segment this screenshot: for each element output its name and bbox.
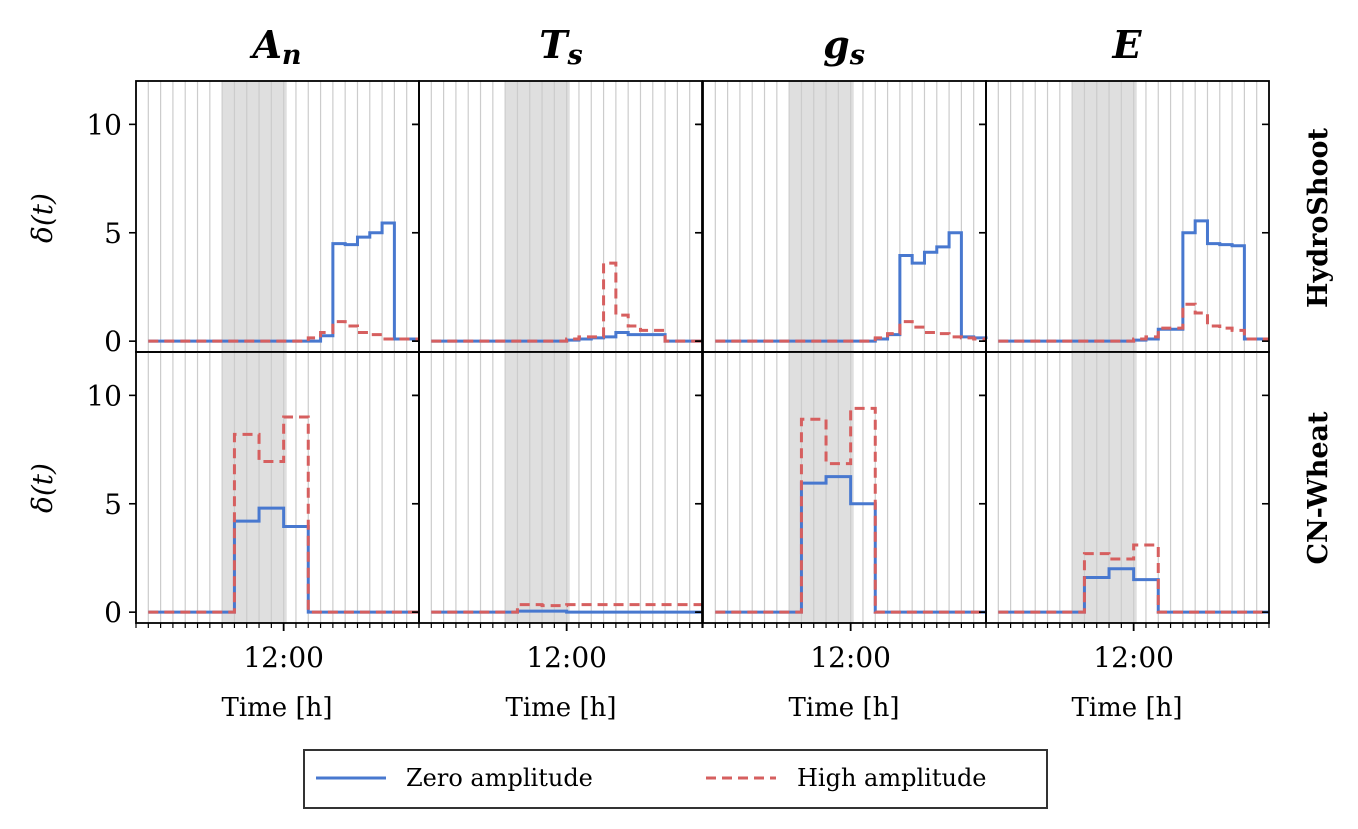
legend: Zero amplitude High amplitude: [303, 749, 1048, 809]
y-axis-label-top: δ(t): [26, 193, 59, 243]
panel-2-4: 12:00: [979, 351, 1270, 674]
y-tick-label: 10: [86, 108, 122, 141]
panels-layer: 0 5 10 0 5 10 12:00 12:00 12:00 12:00: [86, 80, 1270, 674]
panel-2-2-shaded-region: [505, 352, 570, 623]
column-title-ts-main: T: [539, 22, 570, 67]
panel-1-2-high-amplitude-line: [431, 261, 702, 343]
y-tick-label: 5: [104, 488, 122, 521]
column-title-e-main: E: [1112, 22, 1143, 67]
panel-2-2-high-amplitude-line: [431, 603, 704, 614]
titles-layer: An Ts gs E HydroShoot CN-Wheat δ(t) δ(t)…: [26, 22, 1334, 723]
row-label-hydroshoot: HydroShoot: [1303, 128, 1334, 308]
panel-1-3: [696, 80, 988, 353]
x-axis-label-col2: Time [h]: [506, 693, 617, 723]
row-label-cnwheat: CN-Wheat: [1303, 411, 1334, 565]
column-title-ts-sub: s: [567, 40, 583, 71]
y-tick-label: 0: [104, 596, 122, 629]
panel-1-3-high-amplitude-line: [715, 320, 986, 343]
panel-1-3-shaded-region: [789, 81, 854, 352]
x-tick-label: 12:00: [243, 641, 324, 674]
x-axis-label-col3: Time [h]: [789, 693, 900, 723]
column-title-gs-sub: s: [849, 40, 865, 71]
panel-1-1-high-amplitude-line: [148, 320, 419, 343]
y-axis-label-bottom: δ(t): [26, 463, 59, 513]
panel-1-4: [979, 80, 1270, 353]
column-title-e: E: [1112, 22, 1143, 67]
panel-2-2: 12:00: [412, 351, 704, 674]
column-title-an-main: A: [249, 22, 281, 67]
panel-2-3-high-amplitude-line: [715, 406, 986, 614]
legend-high-label: High amplitude: [797, 764, 987, 792]
x-tick-label: 12:00: [526, 641, 607, 674]
legend-zero-label: Zero amplitude: [406, 764, 593, 792]
panel-2-1-shaded-region: [222, 352, 287, 623]
panel-2-2-frame: [418, 351, 703, 624]
panel-2-3: 12:00: [696, 351, 987, 674]
panel-1-1-shaded-region: [222, 81, 287, 352]
panel-1-1: 0 5 10: [86, 80, 420, 358]
panel-1-1-zero-amplitude-line: [148, 221, 419, 343]
column-title-gs-main: g: [823, 22, 850, 67]
x-axis-label-col4: Time [h]: [1072, 693, 1183, 723]
panel-2-1: 0 5 10 12:00: [86, 351, 420, 674]
column-title-ts: Ts: [539, 22, 582, 71]
panel-2-1-high-amplitude-line: [148, 415, 419, 614]
column-title-gs: gs: [823, 22, 865, 71]
panel-2-4-frame: [985, 351, 1270, 624]
y-tick-label: 5: [104, 217, 122, 250]
x-axis-label-col1: Time [h]: [222, 693, 333, 723]
y-tick-label: 0: [104, 325, 122, 358]
y-tick-label: 10: [86, 379, 122, 412]
column-title-an: An: [249, 22, 301, 71]
x-tick-label: 12:00: [1093, 641, 1174, 674]
panel-1-4-shaded-region: [1072, 81, 1137, 352]
panel-2-4-high-amplitude-line: [998, 543, 1269, 614]
column-title-an-sub: n: [282, 40, 302, 71]
panel-1-4-high-amplitude-line: [998, 302, 1269, 343]
panel-2-3-shaded-region: [789, 352, 854, 623]
panel-2-4-shaded-region: [1072, 352, 1137, 623]
panel-1-2: [412, 80, 703, 353]
panel-1-2-shaded-region: [505, 81, 570, 352]
legend-frame: [303, 749, 1048, 809]
x-tick-label: 12:00: [810, 641, 891, 674]
